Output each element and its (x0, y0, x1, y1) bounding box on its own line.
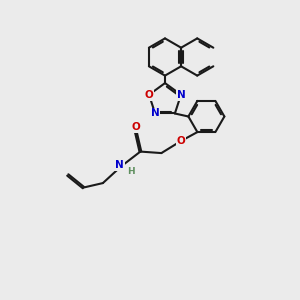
Text: O: O (131, 122, 140, 132)
Text: H: H (128, 167, 135, 176)
Text: O: O (176, 136, 185, 146)
Text: N: N (151, 109, 160, 118)
Text: N: N (177, 90, 185, 100)
Text: O: O (145, 90, 153, 100)
Text: N: N (115, 160, 124, 170)
